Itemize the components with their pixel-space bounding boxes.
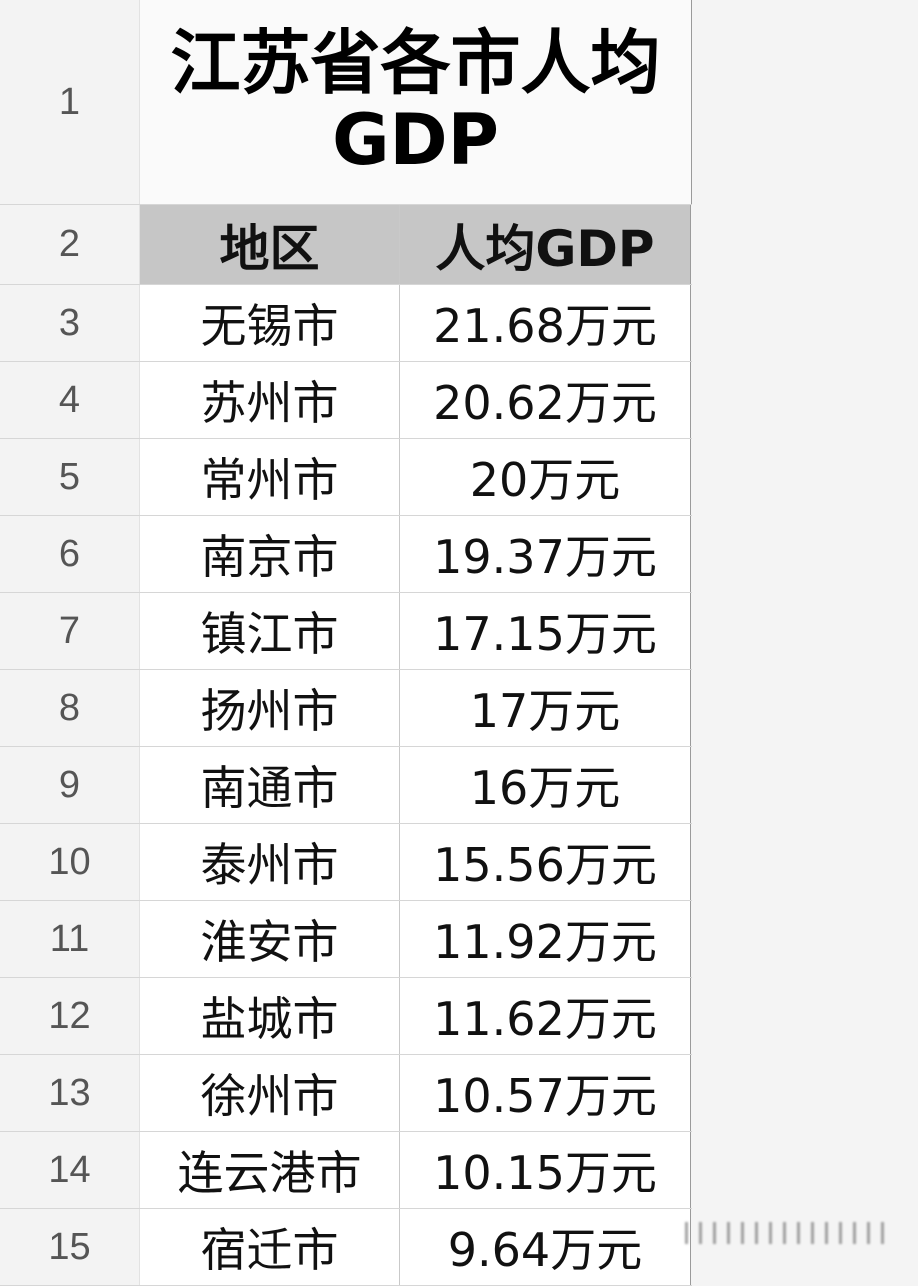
gdp-cell[interactable]: 17.15万元 xyxy=(400,593,691,669)
gdp-cell[interactable]: 10.15万元 xyxy=(400,1132,691,1208)
row-header[interactable]: 14 xyxy=(0,1132,140,1208)
title-row: 1 江苏省各市人均GDP xyxy=(0,0,692,205)
city-cell[interactable]: 常州市 xyxy=(140,439,400,515)
table-row: 6 南京市 19.37万元 xyxy=(0,516,692,593)
gdp-cell[interactable]: 21.68万元 xyxy=(400,285,691,361)
row-header[interactable]: 5 xyxy=(0,439,140,515)
city-cell[interactable]: 扬州市 xyxy=(140,670,400,746)
row-header[interactable]: 6 xyxy=(0,516,140,592)
row-header[interactable]: 8 xyxy=(0,670,140,746)
city-cell[interactable]: 无锡市 xyxy=(140,285,400,361)
city-cell[interactable]: 宿迁市 xyxy=(140,1209,400,1285)
table-row: 12 盐城市 11.62万元 xyxy=(0,978,692,1055)
row-header[interactable]: 1 xyxy=(0,0,140,204)
gdp-cell[interactable]: 19.37万元 xyxy=(400,516,691,592)
row-header[interactable]: 7 xyxy=(0,593,140,669)
table-row: 5 常州市 20万元 xyxy=(0,439,692,516)
gdp-cell[interactable]: 15.56万元 xyxy=(400,824,691,900)
watermark xyxy=(685,1222,895,1244)
sheet-title[interactable]: 江苏省各市人均GDP xyxy=(140,0,692,204)
row-header[interactable]: 4 xyxy=(0,362,140,438)
city-cell[interactable]: 苏州市 xyxy=(140,362,400,438)
row-header[interactable]: 3 xyxy=(0,285,140,361)
table-row: 4 苏州市 20.62万元 xyxy=(0,362,692,439)
row-header[interactable]: 2 xyxy=(0,205,140,284)
row-header[interactable]: 15 xyxy=(0,1209,140,1285)
gdp-cell[interactable]: 20万元 xyxy=(400,439,691,515)
spreadsheet: 1 江苏省各市人均GDP 2 地区 人均GDP 3 无锡市 21.68万元 4 苏… xyxy=(0,0,692,1286)
table-row: 7 镇江市 17.15万元 xyxy=(0,593,692,670)
city-cell[interactable]: 连云港市 xyxy=(140,1132,400,1208)
gdp-cell[interactable]: 16万元 xyxy=(400,747,691,823)
row-header[interactable]: 12 xyxy=(0,978,140,1054)
table-row: 15 宿迁市 9.64万元 xyxy=(0,1209,692,1286)
city-cell[interactable]: 南京市 xyxy=(140,516,400,592)
city-cell[interactable]: 泰州市 xyxy=(140,824,400,900)
city-cell[interactable]: 镇江市 xyxy=(140,593,400,669)
gdp-cell[interactable]: 20.62万元 xyxy=(400,362,691,438)
gdp-cell[interactable]: 17万元 xyxy=(400,670,691,746)
city-cell[interactable]: 盐城市 xyxy=(140,978,400,1054)
table-row: 8 扬州市 17万元 xyxy=(0,670,692,747)
column-header-gdp[interactable]: 人均GDP xyxy=(400,205,691,284)
table-row: 14 连云港市 10.15万元 xyxy=(0,1132,692,1209)
table-row: 10 泰州市 15.56万元 xyxy=(0,824,692,901)
city-cell[interactable]: 南通市 xyxy=(140,747,400,823)
row-header[interactable]: 13 xyxy=(0,1055,140,1131)
row-header[interactable]: 9 xyxy=(0,747,140,823)
gdp-cell[interactable]: 9.64万元 xyxy=(400,1209,691,1285)
table-row: 3 无锡市 21.68万元 xyxy=(0,285,692,362)
gdp-cell[interactable]: 10.57万元 xyxy=(400,1055,691,1131)
row-header[interactable]: 10 xyxy=(0,824,140,900)
header-row: 2 地区 人均GDP xyxy=(0,205,692,285)
table-row: 13 徐州市 10.57万元 xyxy=(0,1055,692,1132)
row-header[interactable]: 11 xyxy=(0,901,140,977)
column-header-region[interactable]: 地区 xyxy=(140,205,400,284)
table-row: 9 南通市 16万元 xyxy=(0,747,692,824)
city-cell[interactable]: 淮安市 xyxy=(140,901,400,977)
gdp-cell[interactable]: 11.92万元 xyxy=(400,901,691,977)
table-row: 11 淮安市 11.92万元 xyxy=(0,901,692,978)
city-cell[interactable]: 徐州市 xyxy=(140,1055,400,1131)
gdp-cell[interactable]: 11.62万元 xyxy=(400,978,691,1054)
